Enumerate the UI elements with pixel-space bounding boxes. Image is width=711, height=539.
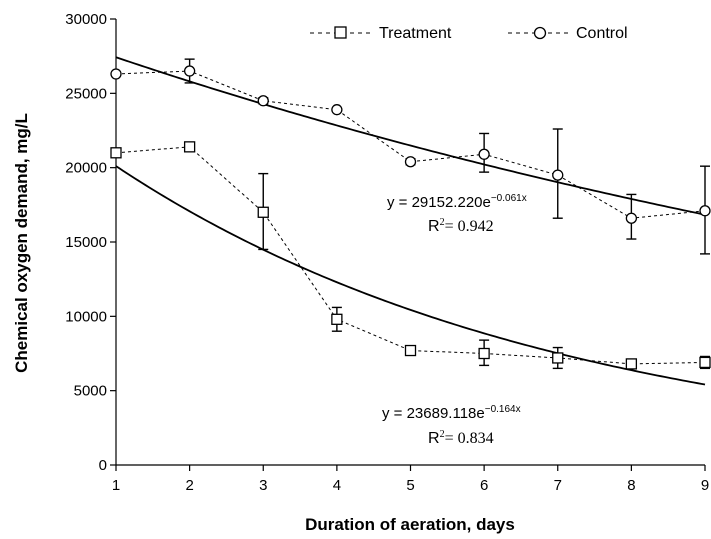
series-lines (115, 70, 706, 365)
y-tick-label: 5000 (74, 383, 107, 400)
treatment-equation-text: y = 23689.118e−0.164x (382, 404, 521, 422)
x-tick-label: 9 (701, 477, 709, 494)
data-point-control (257, 95, 269, 107)
data-point-treatment (257, 206, 269, 218)
data-point-control (110, 68, 122, 80)
y-tick-label: 25000 (65, 85, 107, 102)
legend-control-label: Control (576, 25, 628, 42)
data-point-treatment (331, 313, 343, 325)
y-tick-label: 10000 (65, 308, 107, 325)
control-equation: y = 29152.220e−0.061x R2= 0.942 (387, 193, 527, 235)
series-line-control (115, 70, 706, 219)
data-point-control (183, 65, 196, 77)
treatment-r2-text: R2= 0.834 (428, 429, 494, 447)
control-equation-text: y = 29152.220e−0.061x (387, 193, 527, 211)
data-point-treatment (625, 358, 638, 370)
series-line-treatment (115, 146, 706, 365)
legend-control-marker (533, 26, 547, 40)
x-tick-label: 8 (627, 477, 635, 494)
data-point-control (699, 205, 711, 217)
x-tick-label: 1 (112, 477, 120, 494)
legend-treatment-label: Treatment (379, 25, 452, 42)
x-tick-label: 4 (333, 477, 341, 494)
data-point-treatment (699, 356, 711, 369)
data-point-treatment (404, 344, 417, 357)
data-point-treatment (552, 352, 564, 364)
y-tick-label: 0 (99, 457, 107, 474)
axes: 0 5000 10000 15000 20000 25000 30000 1 2 3 4 5 6 7 8 9 (65, 11, 709, 494)
trend-line-treatment (115, 165, 706, 386)
x-axis-title: Duration of aeration, days (305, 515, 515, 534)
data-point-control (331, 104, 343, 116)
treatment-equation: y = 23689.118e−0.164x R2= 0.834 (382, 404, 521, 447)
legend: Treatment Control (310, 25, 628, 42)
legend-treatment-marker (334, 26, 347, 39)
trend-line-control (115, 56, 706, 216)
data-point-treatment (478, 347, 490, 360)
x-tick-label: 7 (554, 477, 562, 494)
y-axis-title: Chemical oxygen demand, mg/L (12, 113, 31, 373)
x-tick-label: 5 (406, 477, 414, 494)
markers (110, 65, 711, 370)
x-tick-label: 3 (259, 477, 267, 494)
x-tick-label: 6 (480, 477, 488, 494)
data-point-control (625, 212, 638, 224)
trend-lines (115, 56, 706, 386)
data-point-treatment (110, 147, 122, 159)
data-point-control (552, 169, 564, 181)
y-tick-label: 30000 (65, 11, 107, 28)
y-tick-label: 15000 (65, 234, 107, 251)
data-point-treatment (183, 141, 196, 153)
y-tick-label: 20000 (65, 160, 107, 177)
data-point-control (404, 156, 417, 168)
data-point-control (478, 148, 490, 160)
control-r2-text: R2= 0.942 (428, 217, 494, 235)
x-tick-label: 2 (185, 477, 193, 494)
